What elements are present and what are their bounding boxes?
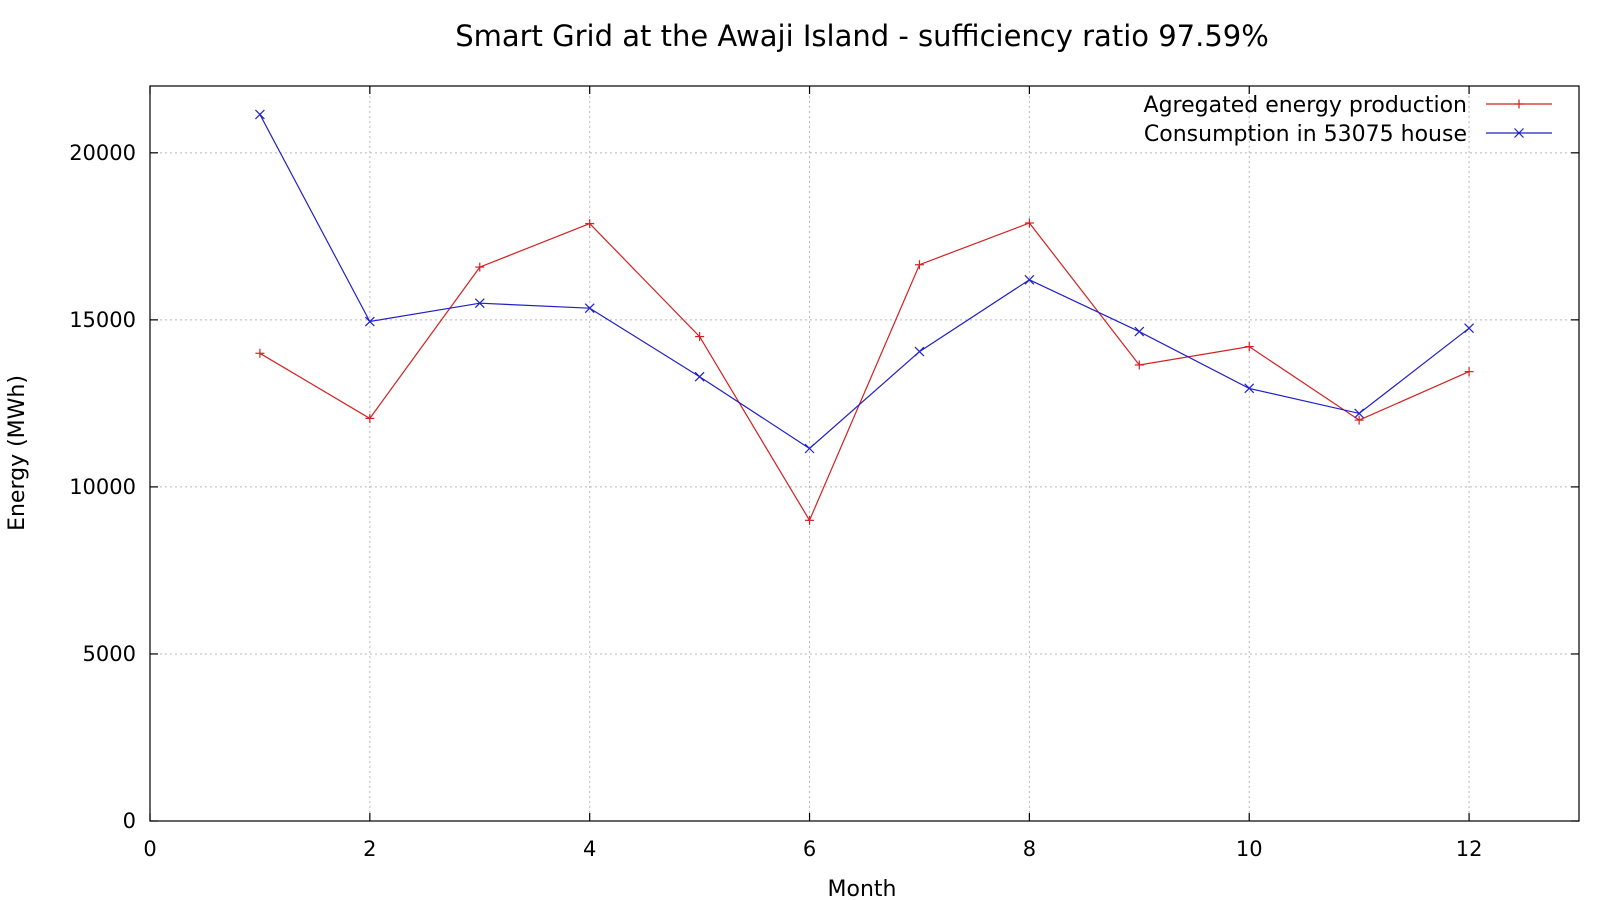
x-tick-label: 12 [1456, 837, 1483, 861]
data-point [365, 413, 375, 423]
legend-swatch-marker [1514, 128, 1524, 138]
data-point [584, 303, 595, 314]
legend-item-2: Consumption in 53075 house [1144, 122, 1552, 147]
legend: Agregated energy production Consumption i… [1144, 93, 1552, 147]
data-point [254, 109, 265, 120]
data-point [914, 260, 924, 270]
x-tick-label: 10 [1236, 837, 1263, 861]
data-point [475, 262, 485, 272]
data-point [1354, 415, 1364, 425]
x-axis-label: Month [828, 877, 897, 900]
x-tick-label: 4 [583, 837, 596, 861]
y-axis: 0 5000 10000 15000 20000 [69, 141, 1579, 833]
y-tick-label: 10000 [69, 475, 136, 499]
data-point [364, 316, 375, 327]
series-line [259, 222, 1470, 522]
data-point [255, 348, 265, 358]
data-point [694, 371, 705, 382]
legend-label: Consumption in 53075 house [1144, 122, 1467, 147]
data-point [1024, 218, 1034, 228]
y-tick-label: 0 [123, 809, 136, 833]
y-tick-label: 15000 [69, 308, 136, 332]
x-axis: 0 2 4 6 8 10 12 [143, 86, 1482, 861]
data-point [585, 219, 595, 229]
x-tick-label: 6 [803, 837, 816, 861]
data-point [1244, 342, 1254, 352]
legend-item-1: Agregated energy production [1144, 93, 1552, 118]
data-point [805, 515, 815, 525]
data-point [1244, 383, 1255, 394]
legend-swatch-marker [1514, 99, 1524, 109]
data-point [1354, 408, 1365, 419]
data-point [474, 298, 485, 309]
series-line [259, 114, 1470, 450]
y-axis-label: Energy (MWh) [5, 375, 30, 531]
data-point [1024, 274, 1035, 285]
y-tick-label: 5000 [83, 642, 136, 666]
series-2 [254, 109, 1475, 454]
x-tick-label: 8 [1023, 837, 1036, 861]
y-tick-label: 20000 [69, 141, 136, 165]
data-point [914, 346, 925, 357]
series-1 [255, 218, 1474, 525]
x-tick-label: 0 [143, 837, 156, 861]
chart-title: Smart Grid at the Awaji Island - suffici… [455, 19, 1269, 53]
data-point [804, 443, 815, 454]
plot-frame [149, 85, 1580, 822]
data-point [695, 332, 705, 342]
data-point [1464, 323, 1475, 334]
data-point [1134, 360, 1144, 370]
data-point [1464, 367, 1474, 377]
grid [150, 86, 1579, 821]
x-tick-label: 2 [363, 837, 376, 861]
legend-label: Agregated energy production [1144, 93, 1467, 118]
series [254, 109, 1475, 525]
data-point [1134, 326, 1145, 337]
